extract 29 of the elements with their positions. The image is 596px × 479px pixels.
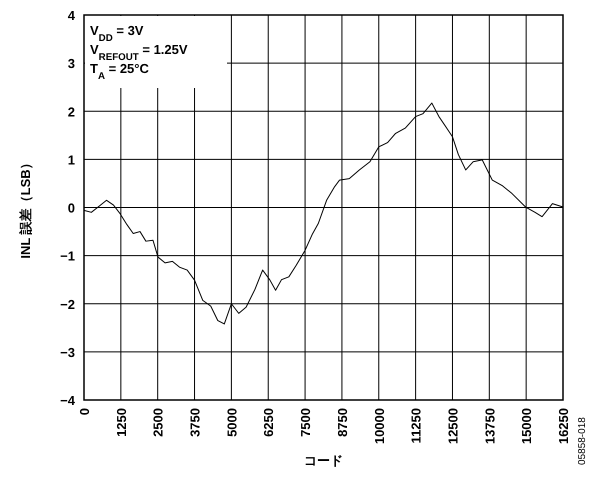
y-axis-title: INL 誤差（LSB） — [18, 156, 33, 259]
x-tick-label: 6250 — [261, 408, 276, 437]
annotation: V$_{REFOUT}$ = 1.25V — [90, 42, 188, 62]
x-tick-label: 16250 — [556, 408, 571, 444]
x-tick-label: 3750 — [188, 408, 203, 437]
y-tick-label: −3 — [60, 344, 75, 360]
y-tick-label: 1 — [68, 152, 75, 168]
y-tick-label: −2 — [60, 296, 75, 312]
x-tick-label: 5000 — [224, 408, 240, 437]
x-tick-label: 8750 — [334, 408, 350, 437]
y-tick-label: 0 — [68, 200, 75, 216]
y-tick-label: 4 — [68, 8, 76, 23]
x-tick-label: 2500 — [150, 408, 166, 437]
y-tick-label: 2 — [68, 104, 75, 120]
x-tick-label: 15000 — [519, 408, 534, 444]
x-tick-label: 12500 — [445, 408, 460, 444]
x-axis-title: コード — [304, 453, 343, 468]
y-tick-label: −4 — [60, 393, 76, 408]
annotation: V$_{DD}$ = 3V — [90, 23, 144, 44]
y-tick-label: 3 — [68, 56, 75, 72]
y-tick-label: −1 — [60, 248, 75, 264]
x-tick-label: 13750 — [482, 408, 498, 444]
x-tick-label: 11250 — [408, 408, 424, 444]
text: 05858-018 — [577, 416, 588, 465]
x-tick-label: 10000 — [372, 408, 387, 444]
x-tick-label: 1250 — [114, 408, 129, 437]
x-tick-label: 0 — [77, 408, 92, 416]
annotation: T$_{A}$ = 25°C — [90, 61, 150, 82]
x-tick-label: 7500 — [298, 408, 314, 437]
